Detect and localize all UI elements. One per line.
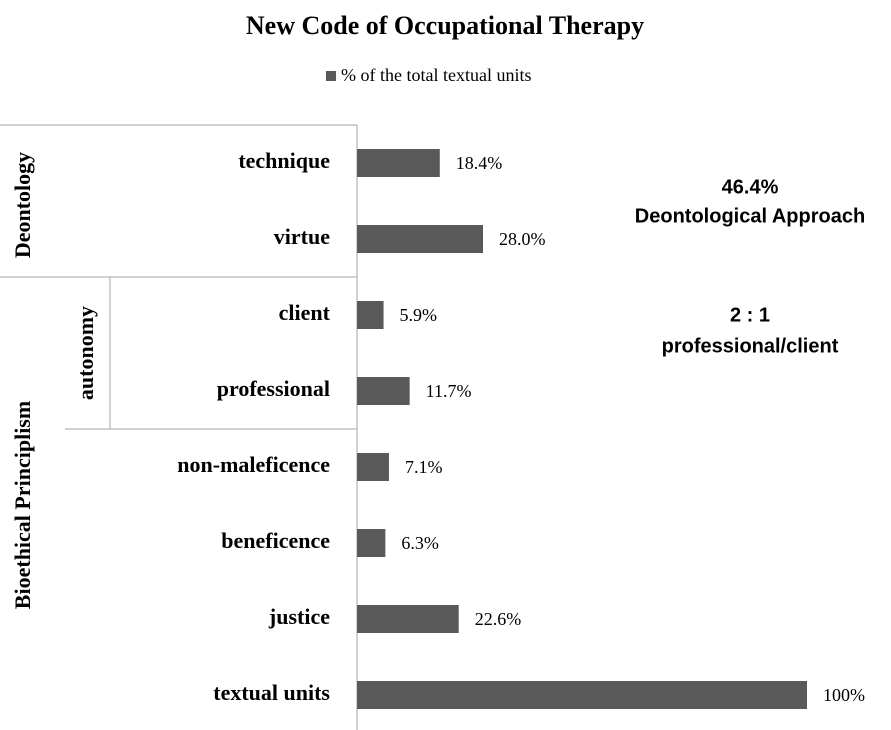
bar	[357, 605, 459, 633]
annotation: 46.4%	[722, 176, 779, 198]
bar	[357, 529, 386, 557]
data-label: 7.1%	[405, 457, 443, 477]
y-tick-label: professional	[217, 376, 330, 401]
data-label: 6.3%	[401, 533, 439, 553]
data-label: 100%	[823, 685, 865, 705]
bar	[357, 301, 384, 329]
data-label: 5.9%	[400, 305, 438, 325]
y-tick-label: textual units	[213, 680, 330, 705]
legend: % of the total textual units	[326, 65, 531, 85]
annotation: 2 : 1	[730, 304, 770, 326]
y-tick-label: justice	[268, 604, 330, 629]
data-label: 22.6%	[475, 609, 522, 629]
y-tick-label: beneficence	[221, 528, 330, 553]
data-label: 28.0%	[499, 229, 546, 249]
y-tick-label: client	[279, 300, 331, 325]
data-label: 11.7%	[426, 381, 472, 401]
legend-swatch	[326, 71, 336, 81]
annotation: professional/client	[662, 335, 839, 357]
bar	[357, 681, 807, 709]
y-tick-label: non-maleficence	[177, 452, 330, 477]
group-label: Bioethical Principlism	[10, 401, 35, 609]
bar	[357, 377, 410, 405]
group-label: Deontology	[10, 152, 35, 258]
group-label: autonomy	[73, 306, 98, 400]
y-tick-label: virtue	[274, 224, 330, 249]
legend-label: % of the total textual units	[341, 65, 531, 85]
bar	[357, 453, 389, 481]
bar	[357, 149, 440, 177]
chart-title: New Code of Occupational Therapy	[246, 11, 644, 40]
data-label: 18.4%	[456, 153, 503, 173]
y-tick-label: technique	[238, 148, 330, 173]
bar	[357, 225, 483, 253]
annotation: Deontological Approach	[635, 205, 865, 227]
